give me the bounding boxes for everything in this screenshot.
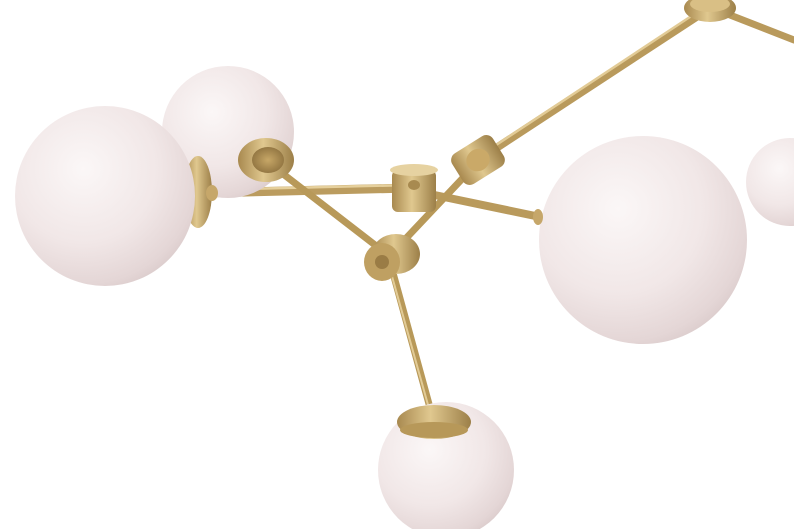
brass-joints xyxy=(206,0,736,281)
arm-lower-vertical-highlight xyxy=(387,261,431,413)
globe-left xyxy=(15,106,195,286)
arm-upper-right-highlight xyxy=(476,3,710,159)
arm-upper-left-diagonal xyxy=(261,156,392,259)
hub-central-top xyxy=(390,164,438,176)
joint-right-knuckle xyxy=(451,135,505,185)
joint-lower-knuckle-bolt xyxy=(375,255,389,269)
globe-right xyxy=(539,136,747,344)
joint-top-right-face xyxy=(690,0,730,12)
hub-central xyxy=(392,170,436,212)
collar-left-arm xyxy=(206,185,218,201)
globe-holder-upper-left-inner xyxy=(252,147,284,173)
joint-right-knuckle-face xyxy=(466,148,490,172)
globe-holder-bottom-rim xyxy=(400,422,468,438)
glass-globes xyxy=(15,66,794,529)
arm-lower-vertical xyxy=(386,258,436,419)
hub-central-bolt xyxy=(408,180,420,190)
arm-upper-right xyxy=(474,4,714,164)
joint-lower-knuckle xyxy=(364,234,420,281)
collar-right-arm xyxy=(533,209,543,225)
globe-far-right xyxy=(746,138,794,226)
